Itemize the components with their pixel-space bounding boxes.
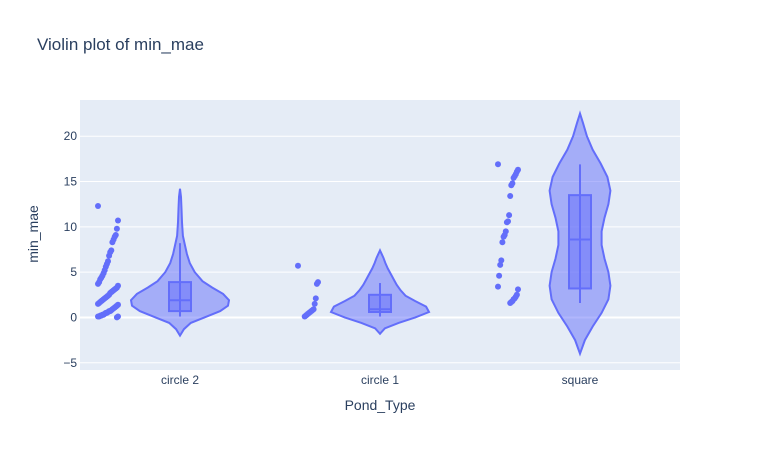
data-point (498, 257, 505, 264)
data-point (506, 212, 513, 219)
y-tick-label: 10 (64, 220, 78, 234)
data-point (507, 193, 514, 199)
x-tick-label: circle 1 (361, 373, 399, 387)
violin-group (495, 110, 612, 357)
y-tick-label: 20 (64, 129, 78, 143)
data-point (295, 262, 301, 269)
x-tick-labels: circle 2 circle 1 square (161, 373, 599, 387)
data-point (515, 286, 521, 293)
violin-traces (95, 110, 612, 357)
data-point (312, 295, 319, 302)
data-point (495, 161, 501, 168)
y-tick-label: 15 (64, 175, 78, 189)
box-iqr (568, 194, 592, 290)
data-point (313, 280, 320, 287)
data-point (499, 239, 506, 246)
data-point (95, 300, 101, 307)
y-tick-label: −5 (63, 356, 77, 370)
data-point (311, 300, 318, 307)
x-axis-title: Pond_Type (345, 397, 416, 413)
data-point (113, 225, 120, 232)
data-point (500, 233, 507, 240)
y-axis-title: min_mae (25, 205, 41, 263)
data-point (507, 300, 514, 306)
data-point (95, 203, 101, 209)
data-point (508, 182, 515, 189)
violin-group (95, 188, 231, 338)
box-iqr (368, 293, 392, 314)
box-iqr (168, 281, 192, 313)
data-point (113, 314, 120, 321)
data-point (95, 280, 101, 287)
y-tick-label: 5 (70, 265, 77, 279)
y-tick-labels: −5 0 5 10 15 20 (63, 129, 77, 370)
x-tick-label: square (562, 373, 599, 387)
data-point (301, 313, 308, 320)
violin-group (295, 248, 431, 336)
y-tick-label: 0 (70, 310, 77, 324)
x-tick-label: circle 2 (161, 373, 199, 387)
data-point (510, 174, 517, 181)
data-point (495, 283, 501, 290)
data-point (497, 261, 504, 268)
data-point (109, 239, 116, 246)
data-point (95, 313, 101, 320)
data-point (503, 219, 510, 226)
data-point (496, 272, 503, 279)
chart-title: Violin plot of min_mae (37, 35, 204, 54)
data-point (106, 252, 113, 259)
data-point (115, 217, 121, 224)
